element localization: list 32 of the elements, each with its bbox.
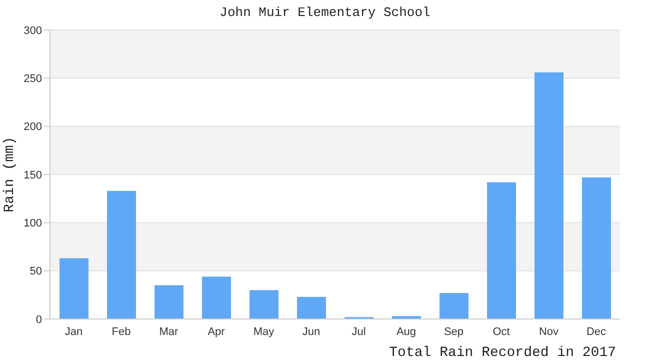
y-tick-label: 100 [24,218,42,230]
y-tick-label: 50 [30,266,42,278]
x-axis-title: Total Rain Recorded in 2017 [389,345,616,360]
x-tick-label: Sep [444,326,464,338]
bar [60,258,88,319]
y-tick-label: 250 [24,73,42,86]
bar [202,276,231,319]
y-tick-label: 200 [24,121,42,134]
bar [582,177,611,319]
x-tick-label: Apr [208,326,226,338]
bar [107,190,136,319]
bar [297,296,326,319]
chart-title: John Muir Elementary School [218,5,432,20]
x-tick-label: May [253,326,275,338]
x-tick-label: Mar [159,326,179,338]
y-tick-label: 0 [36,314,42,326]
bar [487,182,516,319]
bar [440,292,468,319]
x-tick-label: Feb [112,326,131,338]
y-tick-label: 150 [24,169,42,182]
x-tick-label: Dec [586,326,607,338]
x-tick-label: Aug [396,326,416,338]
y-axis-title: Rain (mm) [2,136,18,212]
x-tick-label: Oct [492,326,510,338]
x-tick-label: Jun [302,326,320,338]
bar [154,285,184,319]
bar [250,290,278,319]
y-tick-label: 300 [24,24,42,37]
x-tick-label: Nov [538,326,560,338]
x-tick-label: Jan [64,326,83,338]
x-tick-label: Jul [352,326,366,338]
bar [534,72,564,319]
